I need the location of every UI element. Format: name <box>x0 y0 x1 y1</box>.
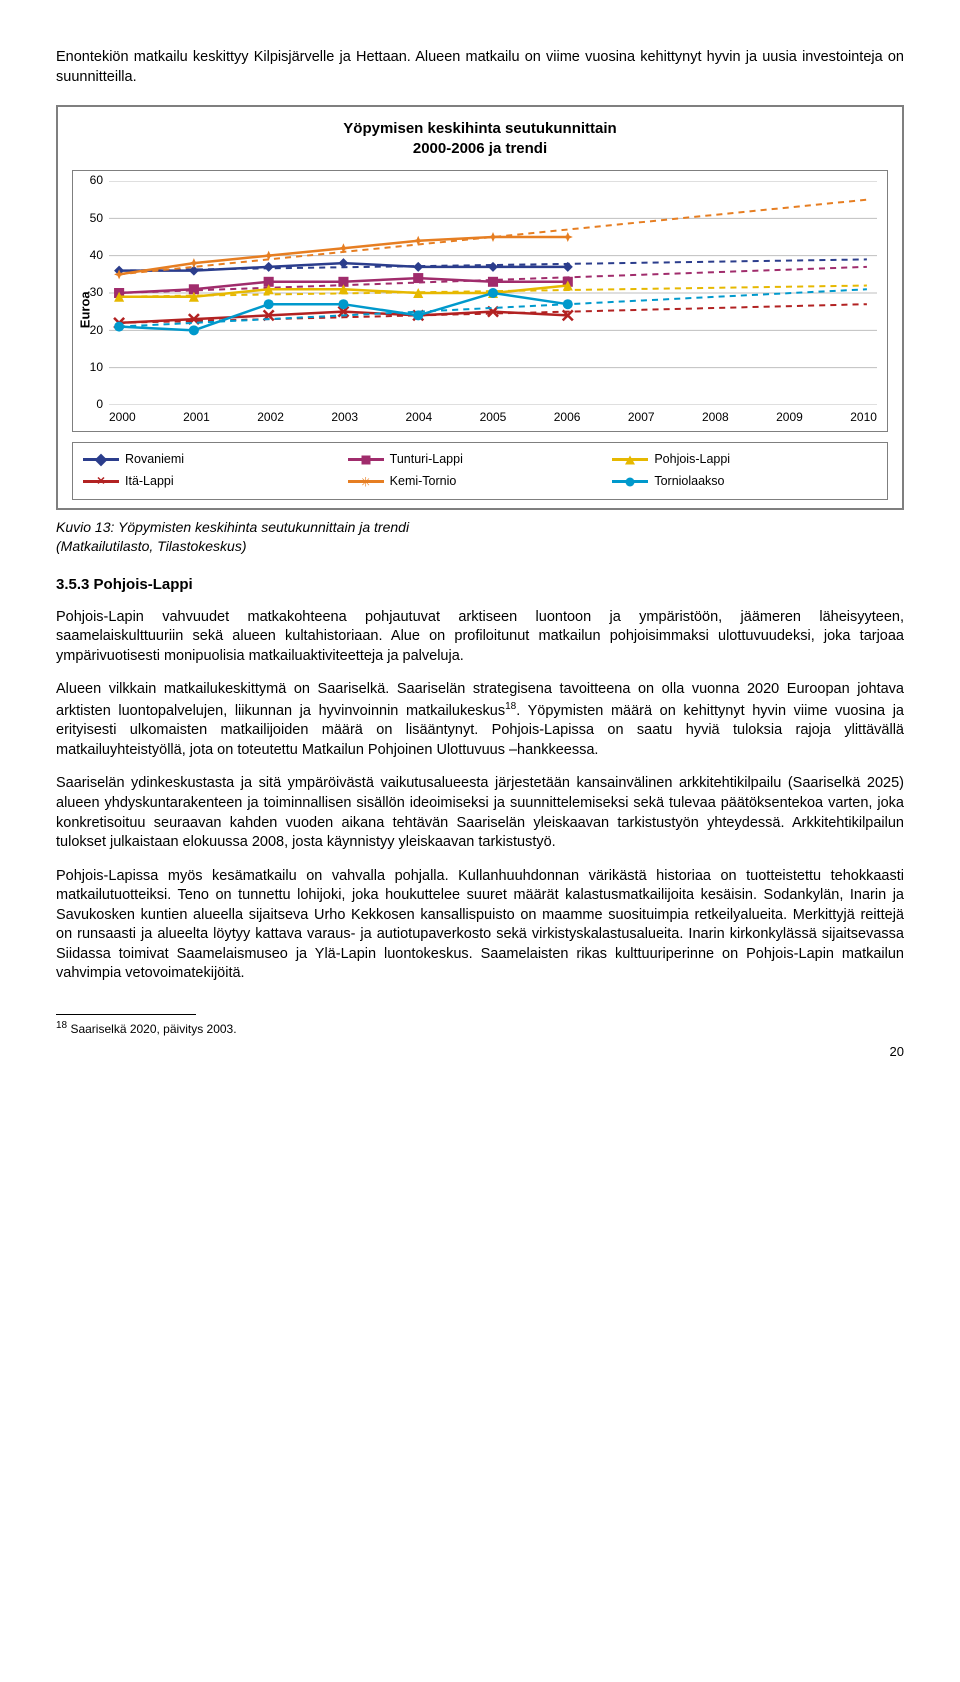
legend-label: Torniolaakso <box>654 473 724 490</box>
y-tick-60: 60 <box>90 173 103 189</box>
footnote-text: Saariselkä 2020, päivitys 2003. <box>67 1022 236 1036</box>
y-tick-40: 40 <box>90 247 103 263</box>
legend-item-tunturi-lappi: Tunturi-Lappi <box>348 451 613 468</box>
x-tick-2004: 2004 <box>406 409 433 429</box>
section-heading: 3.5.3 Pohjois-Lappi <box>56 575 904 595</box>
x-tick-2000: 2000 <box>109 409 136 429</box>
chart-container: Yöpymisen keskihinta seutukunnittain 200… <box>56 105 904 510</box>
footnote-18: 18 Saariselkä 2020, päivitys 2003. <box>56 1019 904 1037</box>
x-tick-2001: 2001 <box>183 409 210 429</box>
legend-item-itä-lappi: ✕Itä-Lappi <box>83 473 348 490</box>
x-tick-2007: 2007 <box>628 409 655 429</box>
legend-label: Kemi-Tornio <box>390 473 457 490</box>
footnote-num: 18 <box>56 1020 67 1031</box>
y-tick-30: 30 <box>90 285 103 301</box>
intro-paragraph: Enontekiön matkailu keskittyy Kilpisjärv… <box>56 48 904 87</box>
legend-item-kemi-tornio: ✳Kemi-Tornio <box>348 473 613 490</box>
legend-label: Rovaniemi <box>125 451 184 468</box>
x-tick-2008: 2008 <box>702 409 729 429</box>
legend-label: Itä-Lappi <box>125 473 174 490</box>
x-tick-2005: 2005 <box>480 409 507 429</box>
body-paragraph-1: Pohjois-Lapin vahvuudet matkakohteena po… <box>56 608 904 667</box>
footnote-separator <box>56 1014 196 1015</box>
y-tick-50: 50 <box>90 210 103 226</box>
y-tick-20: 20 <box>90 322 103 338</box>
chart-title: Yöpymisen keskihinta seutukunnittain 200… <box>72 119 888 160</box>
body-paragraph-2: Alueen vilkkain matkailukeskittymä on Sa… <box>56 680 904 760</box>
x-tick-2006: 2006 <box>554 409 581 429</box>
chart-caption: Kuvio 13: Yöpymisten keskihinta seutukun… <box>56 518 904 556</box>
y-tick-0: 0 <box>96 397 103 413</box>
legend-item-rovaniemi: Rovaniemi <box>83 451 348 468</box>
body-paragraph-4: Pohjois-Lapissa myös kesämatkailu on vah… <box>56 867 904 984</box>
page-number: 20 <box>56 1043 904 1061</box>
legend-item-torniolaakso: Torniolaakso <box>612 473 877 490</box>
footnote-ref-18: 18 <box>505 701 516 712</box>
chart-plot-area: Euroa 0102030405060 20002001200220032004… <box>72 170 888 432</box>
x-tick-2003: 2003 <box>331 409 358 429</box>
x-tick-2009: 2009 <box>776 409 803 429</box>
y-tick-10: 10 <box>90 359 103 375</box>
body-paragraph-3: Saariselän ydinkeskustasta ja sitä ympär… <box>56 774 904 852</box>
legend-item-pohjois-lappi: Pohjois-Lappi <box>612 451 877 468</box>
x-tick-2002: 2002 <box>257 409 284 429</box>
x-tick-2010: 2010 <box>850 409 877 429</box>
legend-label: Pohjois-Lappi <box>654 451 730 468</box>
chart-legend: Rovaniemi Tunturi-Lappi Pohjois-Lappi ✕Itä-… <box>72 442 888 500</box>
legend-label: Tunturi-Lappi <box>390 451 463 468</box>
